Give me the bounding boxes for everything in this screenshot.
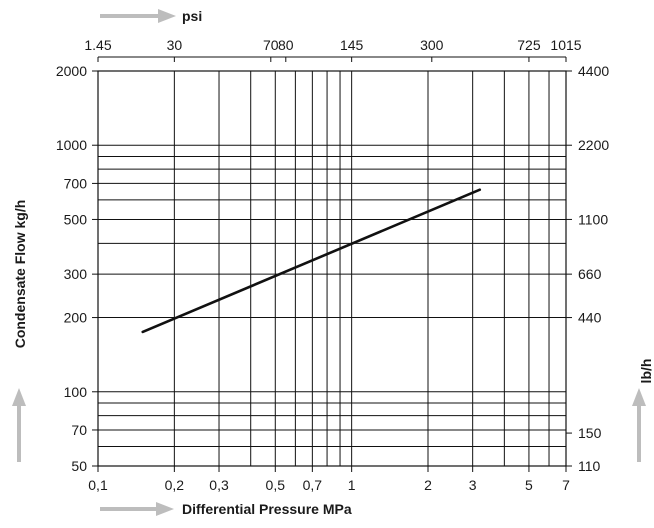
- top-tick-label: 30: [167, 37, 183, 53]
- y-tick-label: 500: [64, 211, 88, 227]
- y-tick-label: 50: [71, 458, 87, 474]
- y-tick-label: 70: [71, 422, 87, 438]
- plot-frame: [97, 70, 567, 467]
- right-tick-label: 440: [578, 310, 602, 326]
- x-tick-label: 0,2: [165, 477, 185, 493]
- plot-area-border: [97, 70, 567, 467]
- x-tick-label: 2: [424, 477, 432, 493]
- top-tick-label: 1015: [550, 37, 581, 53]
- top-tick-label: 70: [263, 37, 279, 53]
- x-tick-label: 0,5: [266, 477, 286, 493]
- y-tick-label: 200: [64, 310, 88, 326]
- x-tick-label: 3: [469, 477, 477, 493]
- x-tick-label: 1: [348, 477, 356, 493]
- right-tick-label: 150: [578, 425, 602, 441]
- flow-curve-line: [141, 188, 482, 334]
- series: [141, 188, 482, 334]
- top-tick-label: 300: [420, 37, 444, 53]
- top-tick-label: 725: [517, 37, 541, 53]
- y-axis-title: Condensate Flow kg/h: [12, 200, 28, 349]
- lbh-arrow-head-icon: [632, 388, 646, 406]
- x-axis-title: Differential Pressure MPa: [182, 501, 352, 517]
- psi-arrow-head-icon: [158, 9, 176, 23]
- axis-ticks: [92, 56, 572, 472]
- right-tick-label: 2200: [578, 137, 609, 153]
- y-tick-label: 1000: [56, 137, 87, 153]
- right-tick-label: 4400: [578, 63, 609, 79]
- top-axis-title: psi: [182, 8, 202, 24]
- x-tick-label: 0,7: [303, 477, 323, 493]
- y-tick-label: 300: [64, 266, 88, 282]
- right-tick-label: 110: [578, 458, 601, 474]
- grid: [98, 71, 566, 466]
- kgh-arrow-head-icon: [12, 388, 26, 406]
- y-tick-label: 700: [64, 175, 88, 191]
- mpa-arrow-head-icon: [156, 502, 174, 516]
- right-axis-title: lb/h: [638, 359, 654, 384]
- top-tick-label: 145: [340, 37, 364, 53]
- top-tick-label: 80: [278, 37, 294, 53]
- decorative-arrows: [12, 9, 646, 516]
- x-tick-label: 5: [525, 477, 533, 493]
- top-tick-label: 1.45: [84, 37, 111, 53]
- right-tick-label: 1100: [578, 211, 608, 227]
- right-tick-label: 660: [578, 266, 602, 282]
- y-tick-label: 100: [64, 384, 88, 400]
- y-tick-label: 2000: [56, 63, 87, 79]
- x-tick-label: 0,1: [88, 477, 108, 493]
- x-tick-label: 7: [562, 477, 570, 493]
- x-tick-label: 0,3: [209, 477, 229, 493]
